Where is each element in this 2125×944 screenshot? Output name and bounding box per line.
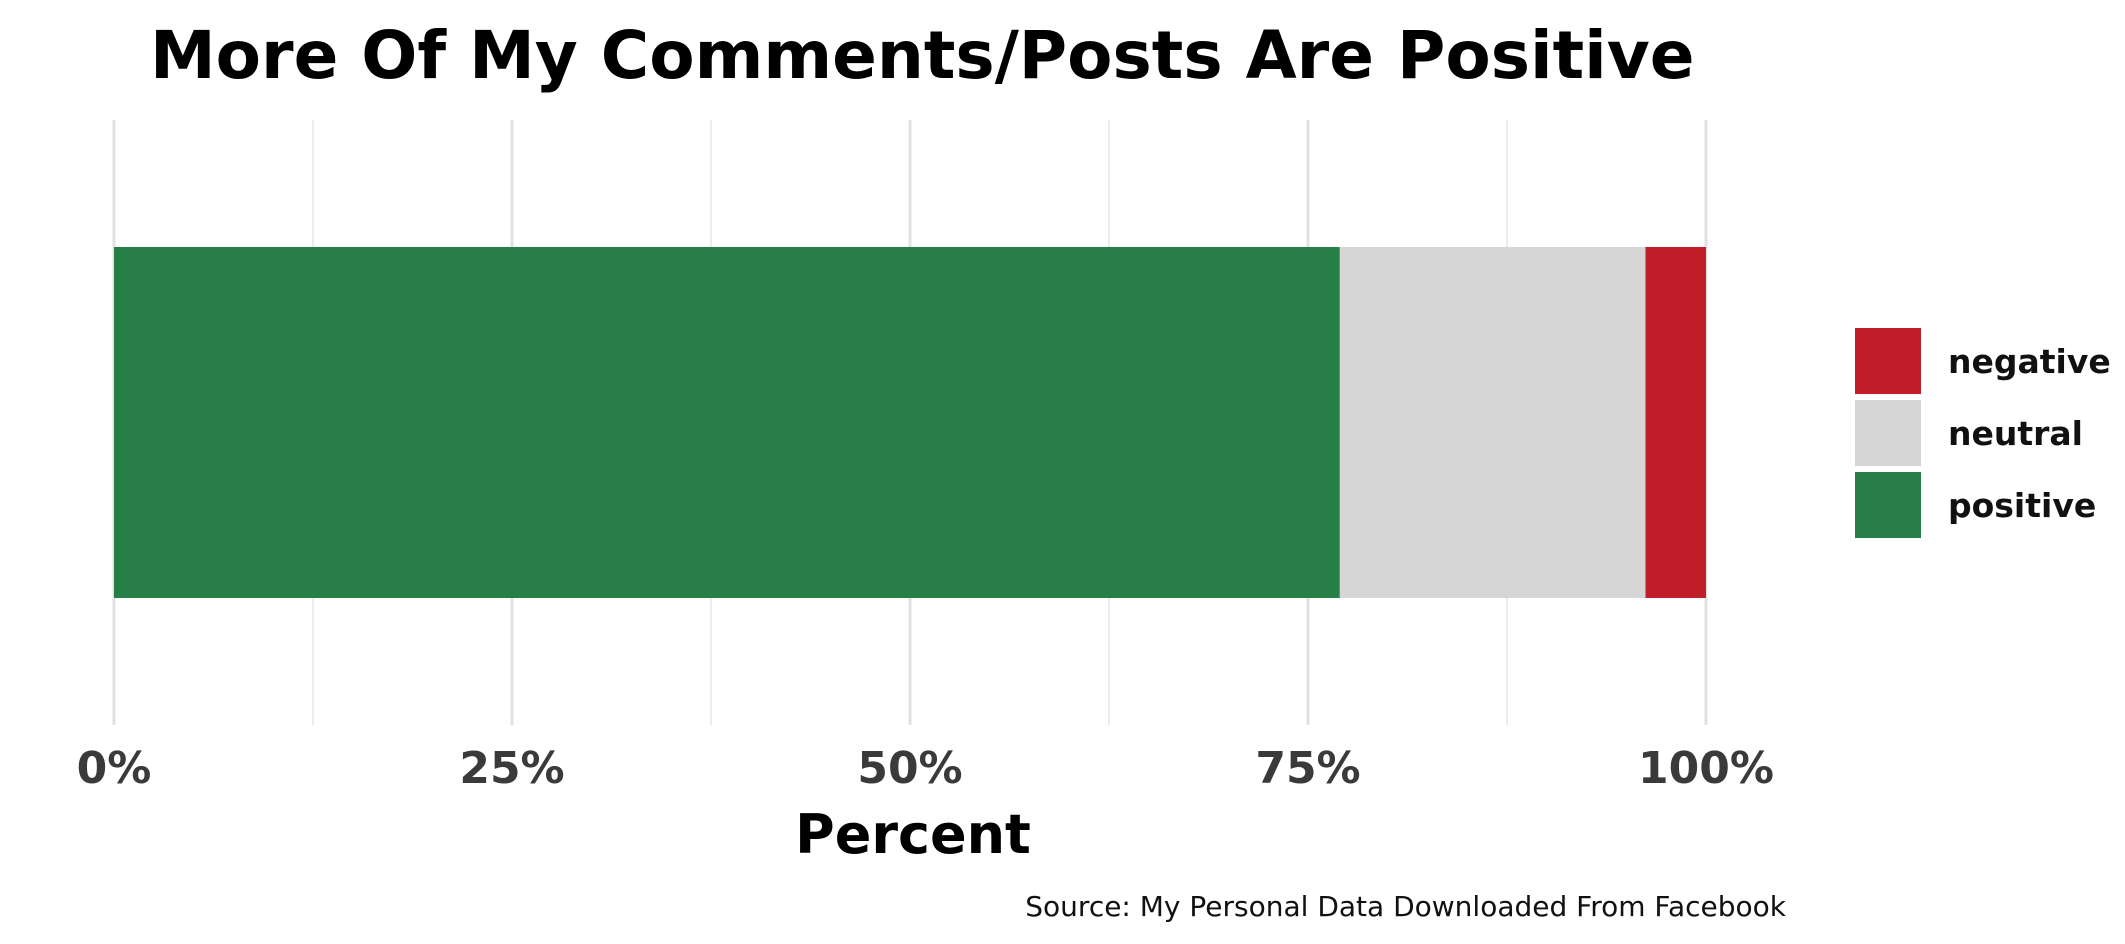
x-tick-label: 25%	[459, 743, 564, 794]
x-axis-label: Percent	[795, 803, 1031, 866]
legend-label-positive: positive	[1948, 486, 2096, 525]
x-tick-label: 75%	[1255, 743, 1360, 794]
bar-segment-neutral	[1339, 247, 1646, 598]
x-tick-label: 50%	[857, 743, 962, 794]
legend-key-neutral	[1855, 400, 1921, 466]
source-caption: Source: My Personal Data Downloaded From…	[1025, 890, 1787, 923]
legend-key-negative	[1855, 328, 1921, 394]
legend-label-neutral: neutral	[1948, 414, 2083, 453]
bar-segment-negative	[1645, 247, 1706, 598]
legend-label-negative: negative	[1948, 342, 2111, 381]
x-tick-label: 100%	[1638, 743, 1774, 794]
bar-segment-positive	[114, 247, 1340, 598]
legend: negative neutral positive	[1855, 328, 2111, 538]
bars	[114, 247, 1706, 598]
legend-key-positive	[1855, 472, 1921, 538]
chart-title: More Of My Comments/Posts Are Positive	[150, 17, 1695, 94]
x-tick-label: 0%	[77, 743, 152, 794]
x-axis-ticks: 0% 25% 50% 75% 100%	[77, 743, 1774, 794]
